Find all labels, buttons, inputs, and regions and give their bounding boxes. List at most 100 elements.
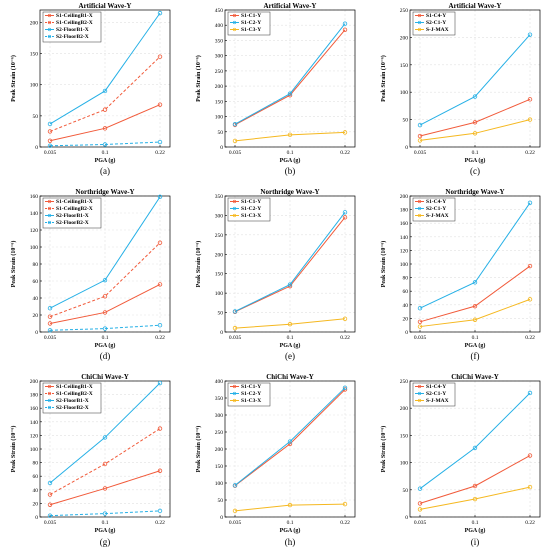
y-axis-label: Peak Strain (10⁻⁶) <box>10 55 17 102</box>
x-tick-label: 0.1 <box>102 520 109 526</box>
series-line <box>49 141 161 147</box>
chart-title: ChiChi Wave-Y <box>451 373 499 381</box>
data-point <box>287 502 293 508</box>
y-tick-label: 350 <box>215 194 224 200</box>
data-point <box>417 122 423 128</box>
x-tick-label: 0.1 <box>472 335 479 341</box>
y-tick-label: 400 <box>215 379 224 385</box>
data-point <box>47 129 53 134</box>
legend-box <box>42 11 102 43</box>
y-tick-label: 40 <box>33 488 39 494</box>
series-line <box>234 23 346 125</box>
legend-marker <box>47 398 52 403</box>
legend-label: S1-C1-Y <box>241 13 261 19</box>
y-tick-label: 350 <box>215 396 224 402</box>
y-tick-label: 40 <box>403 303 409 309</box>
legend-marker <box>47 405 52 410</box>
x-axis-label: PGA (g) <box>465 342 486 349</box>
y-tick-label: 150 <box>400 433 409 439</box>
legend-label: S1-CeilingB1-X <box>56 384 93 390</box>
data-point <box>47 121 53 127</box>
data-point <box>102 486 108 491</box>
legend-label: S-J-MAX <box>426 213 449 219</box>
y-axis-label: Peak Strain (10⁻⁶) <box>380 55 387 102</box>
legend-marker <box>47 13 52 18</box>
legend-label: S2-FloorB2-X <box>56 405 89 411</box>
series-line <box>49 510 161 517</box>
data-point <box>342 27 348 32</box>
data-point <box>232 121 238 127</box>
y-tick-label: 100 <box>400 461 409 467</box>
legend-marker <box>232 391 237 396</box>
y-tick-label: 0 <box>35 145 38 151</box>
series-line <box>49 283 161 324</box>
series-line <box>234 131 346 142</box>
legend-marker <box>47 27 52 32</box>
legend-label: S1-C4-Y <box>426 199 446 205</box>
panel-caption: (e) <box>285 351 295 361</box>
data-point <box>342 501 348 507</box>
chart-panel: 0 50 100 150 200 0.035 0.1 0.22 Artificial Wave-… <box>10 2 171 176</box>
legend-marker <box>47 384 52 389</box>
chart-title: Northridge Wave-Y <box>260 188 319 196</box>
data-point <box>157 194 163 200</box>
y-tick-label: 200 <box>215 252 224 258</box>
y-tick-label: 250 <box>215 430 224 436</box>
legend-label: S2-FloorB2-X <box>56 34 89 40</box>
x-tick-label: 0.1 <box>472 150 479 156</box>
data-point <box>102 107 108 112</box>
y-tick-label: 50 <box>218 311 224 317</box>
x-tick-label: 0.1 <box>102 150 109 156</box>
legend-label: S1-CeilingB1-X <box>56 199 93 205</box>
legend-label: S2-FloorB1-X <box>56 213 89 219</box>
y-tick-label: 0 <box>405 515 408 521</box>
y-tick-label: 250 <box>215 233 224 239</box>
data-point <box>527 32 533 37</box>
x-axis-label: PGA (g) <box>95 342 116 349</box>
series-line <box>234 318 346 329</box>
data-point <box>527 117 533 122</box>
x-tick-label: 0.035 <box>229 520 242 526</box>
y-axis-label: Peak Strain (10⁻⁶) <box>380 426 387 473</box>
legend-marker <box>417 213 422 218</box>
y-axis-label: Peak Strain (10⁻⁶) <box>10 241 17 288</box>
data-point <box>342 385 348 390</box>
legend-marker <box>47 391 52 396</box>
x-tick-label: 0.1 <box>287 335 294 341</box>
x-tick-label: 0.035 <box>414 150 427 156</box>
data-point <box>47 480 53 486</box>
legend-label: S1-C3-Y <box>241 27 261 33</box>
data-point <box>47 306 53 311</box>
data-point <box>102 277 108 283</box>
data-point <box>102 310 108 315</box>
series-line <box>419 392 531 490</box>
chart-panel: 0 50 100 150 200 250 300 350 400 0.035 0.1 0.22 ChiC… <box>195 373 356 547</box>
data-point <box>157 139 163 145</box>
legend-marker <box>232 20 237 25</box>
y-tick-label: 100 <box>400 90 409 96</box>
legend-marker <box>417 398 422 403</box>
y-tick-label: 150 <box>30 52 39 58</box>
data-point <box>342 316 348 321</box>
legend-marker <box>232 199 237 204</box>
series-line <box>234 389 346 487</box>
legend-label: S2-C1-Y <box>426 206 446 212</box>
y-tick-label: 350 <box>215 38 224 44</box>
data-point <box>232 138 238 144</box>
legend-marker <box>232 213 237 218</box>
legend-marker <box>417 13 422 18</box>
legend-label: S1-C4-Y <box>426 384 446 390</box>
data-point <box>157 380 163 386</box>
chart-title: Artificial Wave-Y <box>79 2 132 10</box>
data-point <box>232 483 238 488</box>
y-tick-label: 300 <box>215 54 224 60</box>
data-point <box>47 328 53 333</box>
y-tick-label: 40 <box>33 296 39 302</box>
legend-label: S1-CeilingB2-X <box>56 206 93 212</box>
y-tick-label: 100 <box>30 83 39 89</box>
y-tick-label: 20 <box>33 501 39 507</box>
series-line <box>49 196 161 309</box>
data-point <box>472 483 478 489</box>
series-line <box>419 486 531 510</box>
legend-marker <box>47 220 52 225</box>
